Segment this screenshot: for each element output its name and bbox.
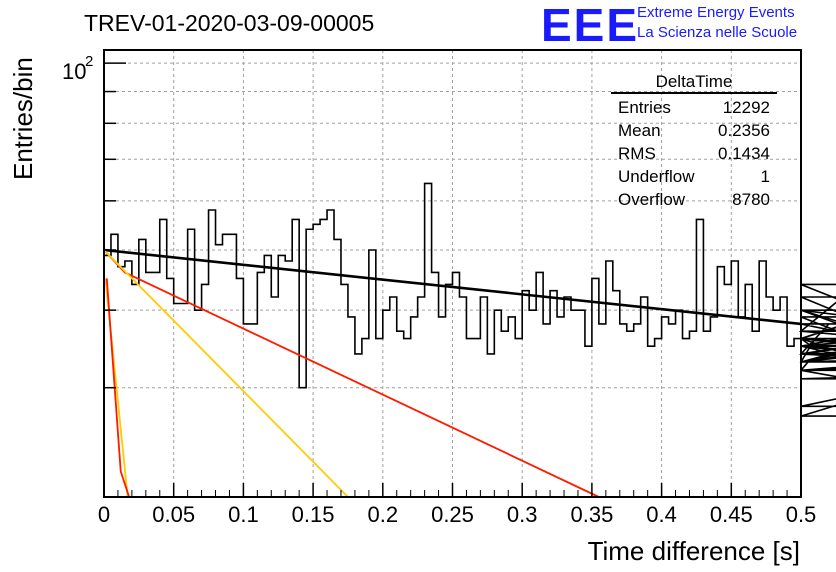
logo-line-1: Extreme Energy Events — [637, 4, 795, 21]
page-title: TREV-01-2020-03-09-00005 — [84, 10, 375, 36]
x-tick-label: 0 — [98, 502, 110, 527]
stats-value: 0.1434 — [718, 144, 770, 163]
y-tick-label-top: 10 2 — [62, 53, 93, 84]
fit-curve-1 — [103, 249, 600, 498]
stats-label: Overflow — [618, 190, 686, 209]
stats-title: DeltaTime — [611, 72, 777, 94]
fit-curve-4 — [105, 278, 130, 498]
stats-label: Mean — [618, 121, 661, 140]
stats-box: DeltaTime Entries 12292 Mean 0.2356 RMS 0.1… — [611, 72, 777, 211]
stats-row-overflow: Overflow 8780 — [611, 188, 777, 211]
axis-ticks — [103, 62, 802, 498]
x-tick-label: 0.3 — [507, 502, 538, 527]
x-tick-label: 0.4 — [646, 502, 677, 527]
x-tick-label: 0.1 — [228, 502, 259, 527]
x-tick-label: 0.35 — [570, 502, 613, 527]
stats-row-underflow: Underflow 1 — [611, 165, 777, 188]
y-tick-base: 10 — [62, 59, 86, 84]
x-tick-label: 0.5 — [786, 502, 817, 527]
x-tick-label: 0.25 — [431, 502, 474, 527]
stats-row-rms: RMS 0.1434 — [611, 142, 777, 165]
y-axis-label: Entries/bin — [8, 57, 38, 180]
stats-value: 8780 — [732, 190, 770, 209]
x-tick-label: 0.2 — [368, 502, 399, 527]
stats-label: Entries — [618, 98, 671, 117]
tick-labels: 0 0.05 0.1 0.15 0.2 0.25 0.3 0.35 0.4 0.45 0.5 — [98, 502, 816, 527]
x-tick-label: 0.05 — [152, 502, 195, 527]
stats-label: RMS — [618, 144, 656, 163]
fit-curve-2 — [103, 249, 349, 498]
stats-label: Underflow — [618, 167, 695, 186]
grid — [104, 50, 801, 497]
stats-row-mean: Mean 0.2356 — [611, 119, 777, 142]
histogram-line — [104, 182, 836, 417]
stats-value: 12292 — [722, 98, 770, 117]
stats-value: 1 — [760, 167, 770, 186]
logo-line-2: La Scienza nelle Scuole — [637, 24, 798, 41]
histogram — [104, 182, 836, 417]
x-tick-label: 0.45 — [710, 502, 753, 527]
eee-logo: EEE — [541, 0, 640, 51]
stats-value: 0.2356 — [718, 121, 770, 140]
fit-lines — [103, 248, 802, 498]
fit-curve-0 — [103, 248, 802, 326]
stats-row-entries: Entries 12292 — [611, 96, 777, 119]
y-tick-exponent: 2 — [85, 53, 93, 70]
x-axis-label: Time difference [s] — [588, 536, 800, 566]
x-tick-label: 0.15 — [292, 502, 335, 527]
